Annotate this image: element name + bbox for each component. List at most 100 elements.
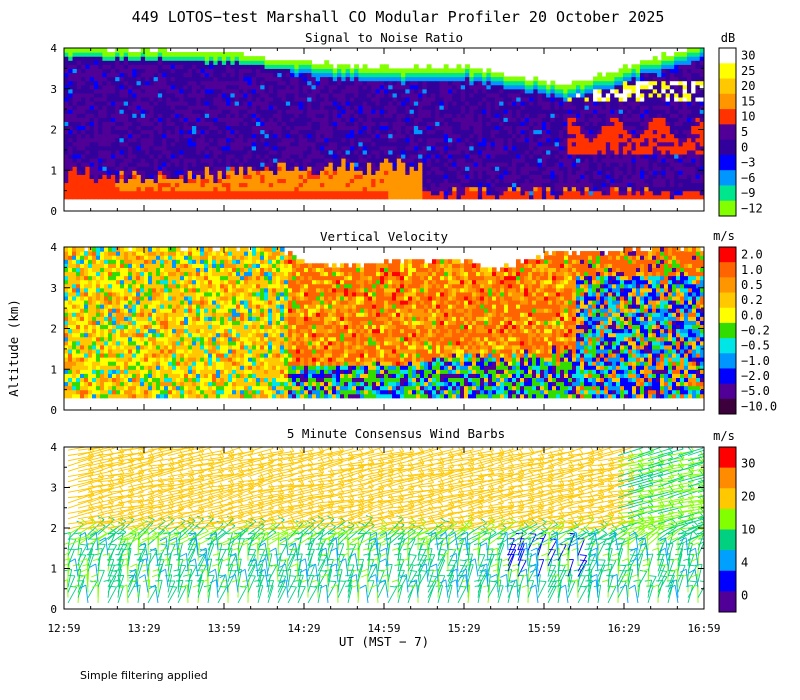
- snr-cell: [430, 76, 436, 82]
- snr-cell: [68, 60, 74, 65]
- snr-cell: [302, 125, 308, 131]
- snr-cell: [72, 96, 78, 102]
- snr-cell: [273, 60, 278, 65]
- snr-cell: [238, 88, 244, 94]
- snr-cell: [98, 68, 103, 74]
- snr-cell: [631, 117, 637, 122]
- snr-cell: [482, 96, 487, 102]
- snr-cell: [285, 92, 291, 98]
- snr-cell: [128, 100, 133, 106]
- snr-cell: [179, 117, 185, 122]
- snr-cell: [413, 84, 419, 90]
- snr-cell: [644, 88, 650, 94]
- snr-cell: [115, 129, 121, 135]
- snr-cell: [640, 190, 645, 196]
- snr-cell: [81, 190, 86, 196]
- snr-cell: [456, 133, 462, 139]
- snr-cell: [358, 129, 364, 135]
- snr-cell: [627, 182, 633, 188]
- snr-cell: [349, 170, 355, 175]
- snr-cell: [674, 64, 679, 69]
- snr-cell: [166, 166, 172, 171]
- snr-cell: [311, 190, 317, 196]
- snr-cell: [106, 153, 112, 159]
- snr-cell: [136, 100, 142, 106]
- snr-cell: [631, 109, 637, 114]
- snr-cell: [686, 88, 692, 94]
- snr-cell: [384, 80, 389, 86]
- snr-cell: [558, 133, 564, 139]
- snr-cell: [631, 174, 637, 179]
- snr-cell: [477, 141, 483, 147]
- snr-cell: [196, 149, 202, 155]
- snr-cell: [571, 84, 577, 90]
- snr-cell: [106, 96, 112, 102]
- snr-cell: [469, 182, 475, 188]
- snr-cell: [652, 100, 658, 106]
- snr-cell: [341, 100, 347, 106]
- snr-cell: [179, 174, 185, 179]
- snr-cell: [68, 170, 74, 175]
- snr-cell: [482, 72, 487, 78]
- snr-cell: [661, 141, 667, 147]
- snr-cell: [375, 88, 381, 94]
- snr-cell: [520, 190, 526, 196]
- snr-cell: [187, 125, 193, 131]
- snr-cell: [187, 68, 193, 74]
- snr-cell: [281, 96, 287, 102]
- snr-cell: [106, 76, 112, 82]
- snr-cell: [422, 129, 428, 135]
- snr-cell: [635, 145, 641, 151]
- snr-cell: [597, 190, 603, 196]
- snr-cell: [332, 186, 338, 192]
- snr-cell: [430, 92, 436, 98]
- snr-cell: [145, 48, 150, 53]
- snr-cell: [379, 133, 385, 139]
- snr-cell: [311, 72, 317, 78]
- snr-cell: [315, 68, 321, 74]
- snr-cell: [85, 125, 91, 131]
- snr-cell: [281, 186, 287, 192]
- snr-cell: [430, 109, 436, 114]
- snr-cell: [422, 117, 428, 122]
- snr-cell: [217, 68, 223, 74]
- snr-cell: [140, 96, 146, 102]
- snr-cell: [243, 92, 249, 98]
- snr-cell: [260, 153, 266, 159]
- snr-cell: [648, 153, 654, 159]
- snr-cell: [674, 166, 679, 171]
- snr-cell: [98, 109, 103, 114]
- snr-cell: [136, 64, 142, 69]
- snr-cell: [563, 182, 569, 188]
- snr-cell: [85, 117, 91, 122]
- snr-cell: [593, 149, 598, 155]
- snr-cell: [477, 186, 483, 192]
- snr-cell: [422, 170, 428, 175]
- snr-cell: [238, 100, 244, 106]
- snr-cell: [200, 170, 206, 175]
- snr-cell: [418, 92, 423, 98]
- snr-cell: [200, 64, 206, 69]
- snr-cell: [366, 145, 372, 151]
- snr-cell: [358, 76, 364, 82]
- snr-cell: [251, 190, 257, 196]
- snr-cell: [106, 68, 112, 74]
- snr-cell: [187, 162, 193, 167]
- snr-cell: [72, 84, 78, 90]
- snr-cell: [145, 158, 150, 163]
- snr-cell: [311, 166, 317, 171]
- snr-cell: [640, 121, 645, 127]
- snr-cell: [512, 170, 517, 175]
- snr-cell: [682, 186, 688, 192]
- snr-cell: [571, 121, 577, 127]
- snr-cell: [349, 149, 355, 155]
- snr-cell: [341, 117, 347, 122]
- snr-cell: [507, 88, 513, 94]
- snr-cell: [93, 88, 99, 94]
- snr-cell: [516, 182, 522, 188]
- snr-cell: [686, 158, 692, 163]
- snr-cell: [302, 186, 308, 192]
- snr-cell: [691, 56, 697, 61]
- snr-cell: [554, 141, 560, 147]
- snr-cell: [477, 182, 483, 188]
